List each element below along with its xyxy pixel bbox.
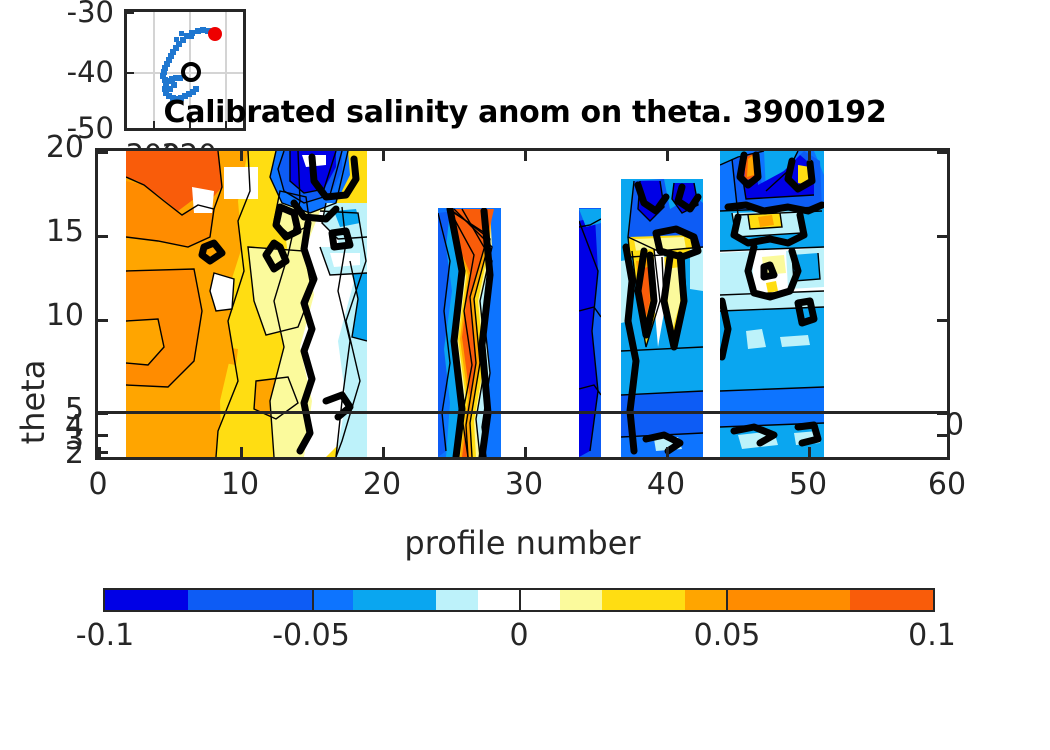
colorbar-swatch	[105, 590, 188, 610]
colorbar-swatch	[684, 590, 726, 610]
xtick-major	[382, 447, 385, 457]
ytick-major	[98, 434, 108, 437]
xtick-major-top	[382, 151, 385, 161]
colorbar-swatch	[353, 590, 437, 610]
inset-gridline-vertical	[189, 12, 191, 128]
xtick-label: 30	[504, 467, 544, 502]
right-axis-stray-label: 0	[945, 407, 965, 443]
inset-ytick-label: -50	[66, 111, 114, 145]
xtick-major	[524, 447, 527, 457]
xtick-major-top	[808, 151, 811, 161]
xtick-label: 60	[927, 467, 967, 502]
float-trajectory	[160, 27, 222, 102]
colorbar-swatch	[436, 590, 478, 610]
trajectory-endpoint-marker	[208, 27, 222, 41]
colorbar	[103, 588, 935, 612]
xtick-major	[98, 447, 101, 457]
inset-ytick	[127, 128, 134, 130]
ytick-major-right	[937, 235, 947, 238]
ytick-major	[98, 451, 108, 454]
colorbar-tick	[519, 590, 521, 610]
xtick-label: 20	[362, 467, 402, 502]
page-title: Calibrated salinity anom on theta. 39001…	[163, 95, 887, 130]
xtick-major-top	[666, 151, 669, 161]
colorbar-swatch	[311, 590, 354, 610]
contour-field	[98, 151, 947, 457]
theta-reference-line	[95, 411, 950, 414]
xtick-major-top	[240, 151, 243, 161]
main-plot-axes: 20 15 10 5 4 3 2 0 10 20 30 40 50 60	[45, 130, 967, 502]
colorbar-swatch	[187, 590, 312, 610]
inset-ytick	[127, 12, 134, 14]
inset-gridline-vertical	[225, 12, 227, 128]
colorbar-swatch	[601, 590, 685, 610]
current-position-marker	[181, 62, 201, 82]
y-axis-title: theta	[14, 359, 52, 445]
inset-xtick	[153, 121, 155, 128]
xtick-major	[240, 447, 243, 457]
xtick-major	[666, 447, 669, 457]
colorbar-tick	[312, 590, 314, 610]
salinity-anomaly-contours	[126, 151, 824, 457]
colorbar-tick-label: -0.1	[75, 618, 135, 653]
xtick-major	[808, 447, 811, 457]
colorbar-swatch	[518, 590, 561, 610]
xtick-major-top	[524, 151, 527, 161]
xtick-label: 10	[220, 467, 260, 502]
colorbar-swatch	[560, 590, 602, 610]
xtick-label: 40	[646, 467, 686, 502]
colorbar-swatch	[850, 590, 933, 610]
x-axis-title: profile number	[404, 524, 641, 562]
ytick-major-right	[937, 434, 947, 437]
colorbar-swatch	[725, 590, 851, 610]
xtick-major	[947, 447, 950, 457]
colorbar-swatch	[477, 590, 519, 610]
xtick-label: 0	[88, 467, 108, 502]
ytick-major	[98, 319, 108, 322]
ytick-major	[98, 151, 108, 154]
ytick-major	[98, 235, 108, 238]
colorbar-tick-label: 0	[509, 618, 529, 653]
inset-ytick-label: -30	[66, 0, 114, 29]
inset-xtick	[189, 121, 191, 128]
inset-xtick	[225, 121, 227, 128]
ytick-major-right	[937, 319, 947, 322]
inset-gridline-vertical	[153, 12, 155, 128]
colorbar-tick	[726, 590, 728, 610]
xtick-label: 50	[788, 467, 828, 502]
colorbar-tick-label: 0.05	[693, 618, 761, 653]
inset-ytick	[127, 72, 134, 74]
inset-ytick-label: -40	[66, 55, 114, 89]
colorbar-tick-label: -0.05	[272, 618, 350, 653]
colorbar-tick-label: 0.1	[908, 618, 956, 653]
ytick-major-right	[937, 151, 947, 154]
